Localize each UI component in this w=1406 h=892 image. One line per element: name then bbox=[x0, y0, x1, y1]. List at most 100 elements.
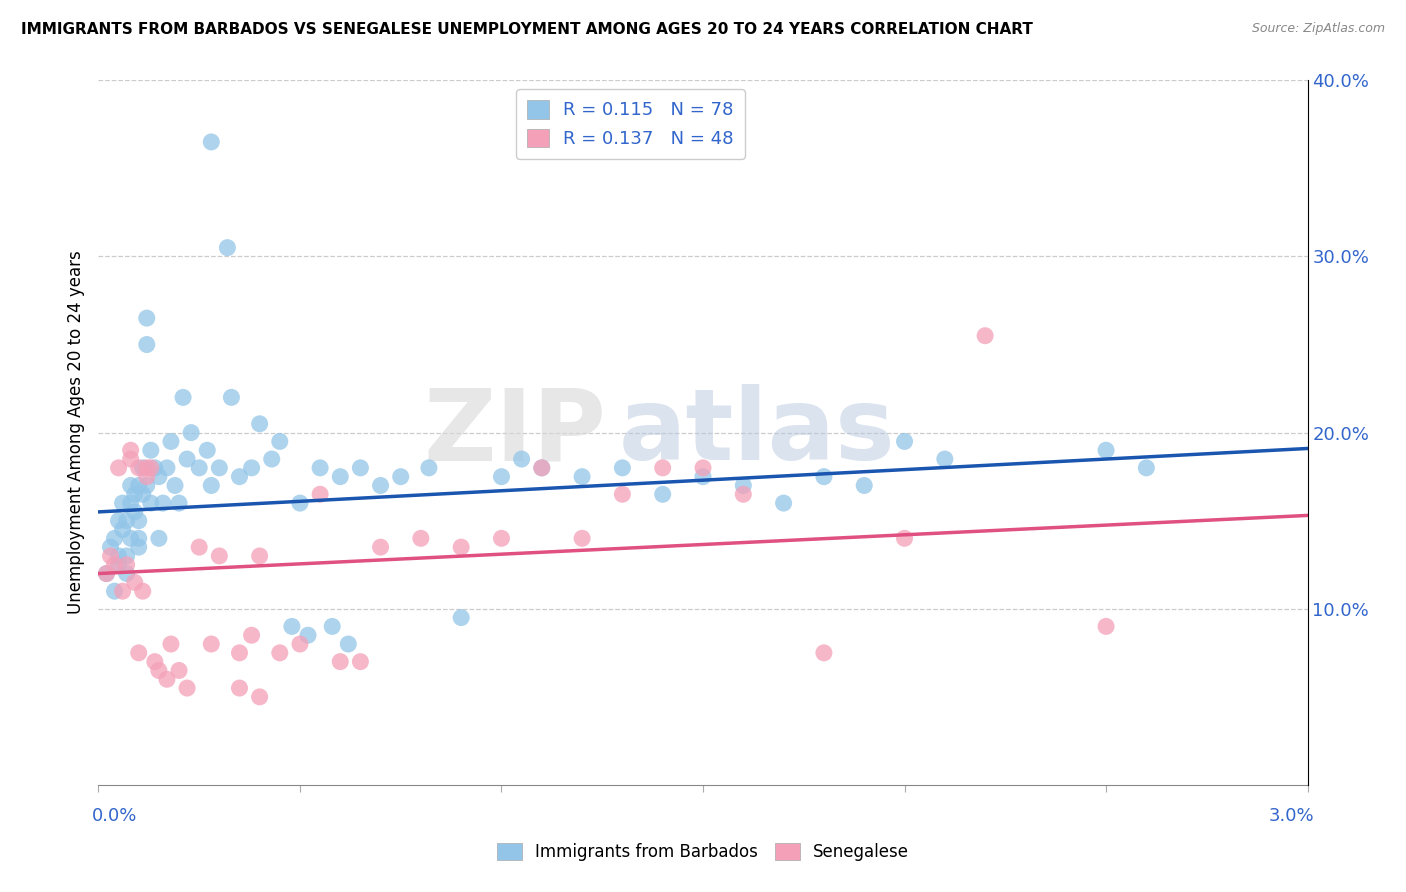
Point bbox=[813, 646, 835, 660]
Point bbox=[370, 478, 392, 492]
Point bbox=[269, 434, 291, 449]
Y-axis label: Unemployment Among Ages 20 to 24 years: Unemployment Among Ages 20 to 24 years bbox=[66, 251, 84, 615]
Point bbox=[260, 452, 283, 467]
Point bbox=[733, 487, 755, 501]
Point bbox=[651, 461, 673, 475]
Point bbox=[200, 637, 222, 651]
Point bbox=[450, 540, 472, 554]
Legend: Immigrants from Barbados, Senegalese: Immigrants from Barbados, Senegalese bbox=[491, 836, 915, 868]
Point bbox=[530, 461, 553, 475]
Point bbox=[180, 425, 202, 440]
Point bbox=[132, 584, 155, 599]
Point bbox=[240, 461, 263, 475]
Point bbox=[200, 135, 222, 149]
Point bbox=[297, 628, 319, 642]
Point bbox=[269, 646, 291, 660]
Point bbox=[128, 478, 150, 492]
Point bbox=[128, 461, 150, 475]
Point bbox=[163, 478, 186, 492]
Point bbox=[208, 461, 231, 475]
Point bbox=[228, 646, 250, 660]
Point bbox=[160, 434, 183, 449]
Text: ZIP: ZIP bbox=[423, 384, 606, 481]
Point bbox=[124, 487, 146, 501]
Point bbox=[329, 469, 352, 483]
Point bbox=[249, 417, 271, 431]
Point bbox=[309, 487, 332, 501]
Point bbox=[571, 532, 593, 546]
Text: IMMIGRANTS FROM BARBADOS VS SENEGALESE UNEMPLOYMENT AMONG AGES 20 TO 24 YEARS CO: IMMIGRANTS FROM BARBADOS VS SENEGALESE U… bbox=[21, 22, 1033, 37]
Point bbox=[418, 461, 440, 475]
Point bbox=[128, 532, 150, 546]
Point bbox=[139, 443, 162, 458]
Point bbox=[321, 619, 343, 633]
Point bbox=[148, 664, 170, 678]
Point bbox=[530, 461, 553, 475]
Point bbox=[120, 443, 142, 458]
Point bbox=[128, 540, 150, 554]
Point bbox=[200, 478, 222, 492]
Point bbox=[152, 496, 174, 510]
Point bbox=[107, 549, 129, 563]
Point bbox=[120, 452, 142, 467]
Point bbox=[1135, 461, 1157, 475]
Text: Source: ZipAtlas.com: Source: ZipAtlas.com bbox=[1251, 22, 1385, 36]
Point bbox=[156, 461, 179, 475]
Point bbox=[120, 496, 142, 510]
Point bbox=[349, 461, 371, 475]
Point bbox=[893, 532, 915, 546]
Point bbox=[96, 566, 118, 581]
Point bbox=[612, 461, 634, 475]
Point bbox=[135, 311, 157, 326]
Point bbox=[115, 566, 138, 581]
Text: atlas: atlas bbox=[619, 384, 896, 481]
Point bbox=[249, 549, 271, 563]
Point bbox=[107, 514, 129, 528]
Point bbox=[135, 478, 157, 492]
Point bbox=[124, 575, 146, 590]
Point bbox=[510, 452, 533, 467]
Point bbox=[692, 469, 714, 483]
Point bbox=[111, 496, 134, 510]
Point bbox=[120, 478, 142, 492]
Point bbox=[111, 584, 134, 599]
Point bbox=[208, 549, 231, 563]
Point bbox=[288, 496, 311, 510]
Point bbox=[934, 452, 956, 467]
Point bbox=[692, 461, 714, 475]
Point bbox=[156, 673, 179, 687]
Point bbox=[974, 328, 997, 343]
Point bbox=[329, 655, 352, 669]
Point bbox=[148, 469, 170, 483]
Point bbox=[228, 681, 250, 695]
Point bbox=[132, 461, 155, 475]
Point bbox=[450, 610, 472, 624]
Point bbox=[281, 619, 304, 633]
Point bbox=[1095, 619, 1118, 633]
Point bbox=[115, 514, 138, 528]
Point bbox=[651, 487, 673, 501]
Point bbox=[733, 478, 755, 492]
Point bbox=[176, 452, 198, 467]
Point bbox=[103, 558, 125, 572]
Point bbox=[228, 469, 250, 483]
Point bbox=[103, 584, 125, 599]
Point bbox=[111, 523, 134, 537]
Point bbox=[288, 637, 311, 651]
Legend: R = 0.115   N = 78, R = 0.137   N = 48: R = 0.115 N = 78, R = 0.137 N = 48 bbox=[516, 89, 745, 159]
Point bbox=[135, 469, 157, 483]
Point bbox=[120, 532, 142, 546]
Point bbox=[188, 461, 211, 475]
Point bbox=[107, 558, 129, 572]
Point bbox=[96, 566, 118, 581]
Point bbox=[409, 532, 432, 546]
Point bbox=[115, 549, 138, 563]
Point bbox=[128, 514, 150, 528]
Point bbox=[571, 469, 593, 483]
Point bbox=[772, 496, 794, 510]
Point bbox=[491, 532, 513, 546]
Point bbox=[249, 690, 271, 704]
Point bbox=[148, 532, 170, 546]
Point bbox=[100, 540, 122, 554]
Point bbox=[389, 469, 412, 483]
